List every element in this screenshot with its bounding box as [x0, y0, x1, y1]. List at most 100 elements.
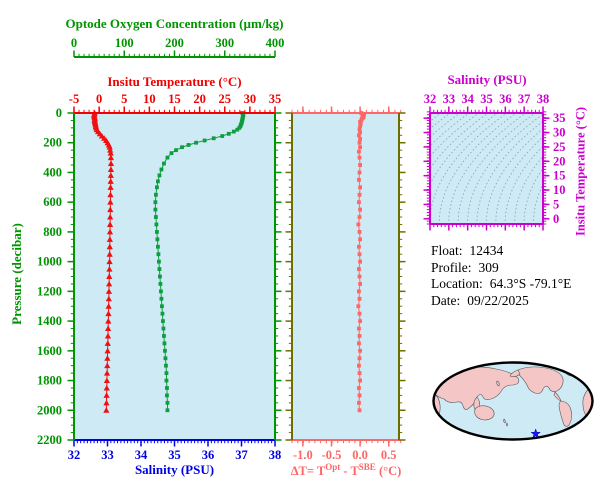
isopycnal-line [457, 113, 536, 224]
square-marker [358, 120, 362, 124]
tick-label: 37 [235, 448, 248, 462]
square-marker [358, 124, 362, 129]
square-marker [165, 386, 169, 390]
oxygen-axis-title: Optode Oxygen Concentration (µm/kg) [65, 16, 284, 31]
square-marker [356, 222, 361, 227]
tick-label: -5 [69, 92, 79, 106]
triangle-marker [107, 178, 114, 184]
map-land-group [433, 366, 593, 427]
info-float-line: Float: 12434 [431, 243, 571, 260]
square-marker [357, 356, 362, 361]
triangle-marker [104, 355, 111, 361]
square-marker [357, 386, 361, 390]
square-marker [159, 296, 164, 301]
square-marker [357, 341, 361, 346]
square-marker [358, 237, 362, 242]
axis-h: 32 33 34 35 36 37 38 [424, 92, 549, 114]
square-marker [164, 371, 169, 376]
square-marker [211, 136, 216, 141]
ts-panel-bg [430, 113, 543, 224]
square-marker [357, 127, 362, 132]
tick-label: 600 [43, 195, 62, 209]
square-marker [160, 311, 165, 316]
delta-t-title-part: - T [340, 464, 359, 479]
tick-label: 36 [202, 448, 215, 462]
square-marker [357, 296, 362, 301]
square-marker [357, 326, 361, 331]
tick-label: 15 [168, 92, 181, 106]
square-marker [154, 215, 158, 219]
isopycnal-line [430, 113, 471, 147]
tick-label: 100 [115, 36, 134, 50]
square-marker [358, 163, 362, 167]
square-marker [357, 363, 361, 368]
tick-label: 0.0 [352, 448, 368, 462]
triangle-marker [103, 370, 111, 376]
tick-label: 25 [553, 140, 566, 154]
square-marker [174, 148, 178, 153]
tick-label: 35 [553, 111, 566, 125]
triangle-marker [105, 303, 112, 309]
axis-h: 32 33 34 35 36 37 38 [68, 439, 281, 462]
square-marker [156, 252, 161, 257]
tick-label: 33 [443, 92, 456, 106]
square-marker [357, 274, 362, 279]
square-marker [358, 259, 362, 264]
triangle-marker [107, 160, 115, 167]
square-marker [357, 289, 361, 294]
isopycnal-contours [430, 113, 543, 224]
square-marker [356, 304, 361, 309]
triangle-marker [107, 191, 114, 198]
isopycnal-line [430, 113, 489, 170]
profile-info-block: Float: 12434 Profile: 309 Location: 64.3°S … [431, 243, 571, 309]
square-marker [202, 138, 207, 143]
tick-label: -1.0 [293, 448, 313, 462]
square-marker [169, 151, 174, 156]
landmass [517, 366, 564, 394]
delta-t-title-sup-sbe: SBE [358, 462, 376, 472]
triangle-marker [104, 340, 111, 346]
triangle-marker [106, 243, 113, 250]
square-marker [164, 363, 168, 368]
location-value: 64.3°S -79.1°E [489, 276, 572, 291]
triangle-marker [104, 332, 112, 339]
tick-label: 20 [193, 92, 206, 106]
axis-v: 0 200 400 600 800 1000 1200 1400 1600 1800 2000 220… [37, 106, 75, 447]
square-marker [358, 185, 362, 190]
square-marker [161, 319, 165, 323]
square-marker [163, 356, 168, 361]
square-marker [358, 137, 362, 141]
axis-h: -1.0 -0.5 0.0 0.5 [291, 439, 402, 462]
tick-label: 1200 [37, 284, 62, 298]
triangle-marker [106, 280, 113, 287]
tick-label: 0 [553, 212, 559, 226]
square-marker [358, 348, 362, 353]
tick-label: 34 [461, 92, 474, 106]
triangle-marker [107, 184, 114, 190]
delta-temperature-series [356, 111, 366, 413]
square-marker [357, 311, 362, 316]
square-marker [357, 177, 361, 182]
square-marker [157, 267, 162, 271]
axis-v [274, 112, 282, 441]
triangle-marker [103, 384, 110, 391]
triangle-marker [107, 213, 114, 220]
triangle-marker [107, 150, 114, 156]
tick-label: 10 [553, 183, 566, 197]
square-marker [358, 145, 362, 150]
delta-t-panel-bg [292, 113, 399, 440]
square-marker [357, 230, 362, 234]
square-marker [160, 304, 164, 309]
isopycnal-line [438, 113, 518, 224]
insitu-temperature-series [91, 109, 115, 413]
info-profile-line: Profile: 309 [431, 260, 571, 277]
tick-label: 35 [168, 448, 181, 462]
square-marker [157, 259, 161, 264]
landmass [558, 400, 572, 427]
square-marker [161, 326, 166, 331]
isopycnal-line [430, 113, 461, 138]
triangle-marker [103, 377, 111, 384]
tick-label: 35 [480, 92, 493, 106]
